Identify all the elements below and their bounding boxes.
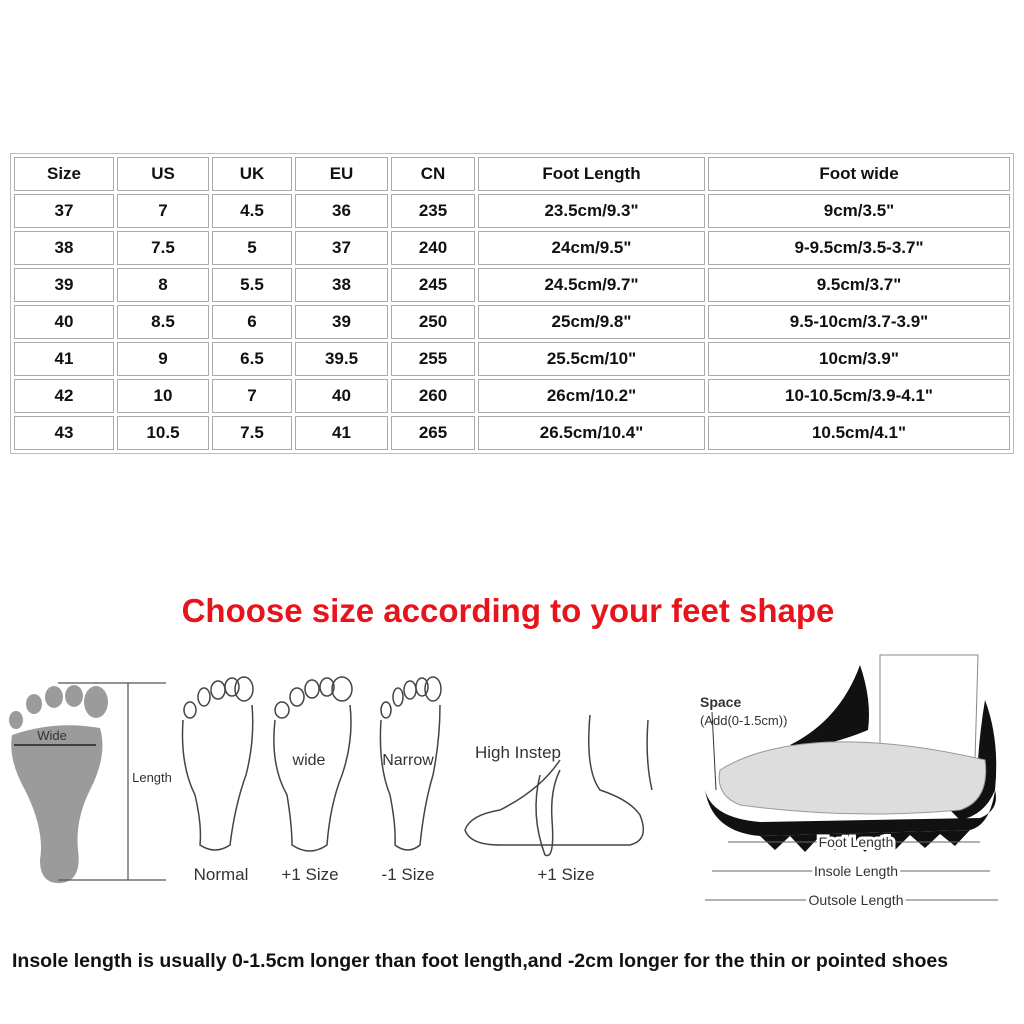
table-cell: 10-10.5cm/3.9-4.1"	[708, 379, 1010, 413]
table-cell: 6.5	[212, 342, 292, 376]
table-cell: 7	[212, 379, 292, 413]
foot-narrow	[379, 676, 442, 851]
table-cell: 10cm/3.9"	[708, 342, 1010, 376]
table-cell: 265	[391, 416, 475, 450]
table-cell: 39	[295, 305, 388, 339]
table-cell: 6	[212, 305, 292, 339]
table-row: 38 7.5 5 37 240 24cm/9.5" 9-9.5cm/3.5-3.7"	[14, 231, 1010, 265]
label: Outsole Length	[809, 892, 904, 908]
table-row: 37 7 4.5 36 235 23.5cm/9.3" 9cm/3.5"	[14, 194, 1010, 228]
table-cell: 9-9.5cm/3.5-3.7"	[708, 231, 1010, 265]
table-cell: 10.5	[117, 416, 209, 450]
label: +1 Size	[281, 865, 338, 884]
label: Normal	[194, 865, 249, 884]
table-cell: 37	[14, 194, 114, 228]
table-cell: 37	[295, 231, 388, 265]
table-cell: 41	[295, 416, 388, 450]
label: +1 Size	[537, 865, 594, 884]
table-cell: 5.5	[212, 268, 292, 302]
table-cell: US	[117, 157, 209, 191]
label: (Add(0-1.5cm))	[700, 713, 787, 728]
table-cell: 9.5-10cm/3.7-3.9"	[708, 305, 1010, 339]
table-cell: 8	[117, 268, 209, 302]
label: Insole Length	[814, 863, 898, 879]
table-cell: 25.5cm/10"	[478, 342, 705, 376]
table-cell: 39	[14, 268, 114, 302]
table-cell: 5	[212, 231, 292, 265]
table-cell: 9cm/3.5"	[708, 194, 1010, 228]
gray-foot	[9, 685, 108, 884]
table-cell: Foot wide	[708, 157, 1010, 191]
label: Space	[700, 694, 741, 710]
table-cell: CN	[391, 157, 475, 191]
table-cell: 10.5cm/4.1"	[708, 416, 1010, 450]
size-table: Size US UK EU CN Foot Length Foot wide 37 7 4.5 36…	[10, 153, 1014, 454]
table-row: Size US UK EU CN Foot Length Foot wide	[14, 157, 1010, 191]
heading: Choose size according to your feet shape	[182, 592, 835, 629]
table-cell: 245	[391, 268, 475, 302]
table-cell: Foot Length	[478, 157, 705, 191]
table-cell: 42	[14, 379, 114, 413]
table-cell: 7	[117, 194, 209, 228]
table-cell: EU	[295, 157, 388, 191]
table-cell: 40	[14, 305, 114, 339]
table-cell: 38	[295, 268, 388, 302]
table-cell: Size	[14, 157, 114, 191]
label: Length	[132, 770, 172, 785]
table-row: 42 10 7 40 260 26cm/10.2" 10-10.5cm/3.9-4.1"	[14, 379, 1010, 413]
table-cell: 36	[295, 194, 388, 228]
table-cell: 26cm/10.2"	[478, 379, 705, 413]
table-cell: 240	[391, 231, 475, 265]
table-cell: 25cm/9.8"	[478, 305, 705, 339]
table-cell: 39.5	[295, 342, 388, 376]
table-cell: 23.5cm/9.3"	[478, 194, 705, 228]
table-row: 39 8 5.5 38 245 24.5cm/9.7" 9.5cm/3.7"	[14, 268, 1010, 302]
table-cell: 255	[391, 342, 475, 376]
note: Insole length is usually 0-1.5cm longer …	[12, 950, 948, 972]
table-cell: 7.5	[117, 231, 209, 265]
table-cell: 26.5cm/10.4"	[478, 416, 705, 450]
table-row: 43 10.5 7.5 41 265 26.5cm/10.4" 10.5cm/4.1"	[14, 416, 1010, 450]
table-cell: 43	[14, 416, 114, 450]
label: Narrow	[382, 752, 434, 769]
label: Wide	[37, 728, 67, 743]
table-cell: 24cm/9.5"	[478, 231, 705, 265]
table-cell: UK	[212, 157, 292, 191]
table-cell: 7.5	[212, 416, 292, 450]
table-cell: 260	[391, 379, 475, 413]
shoe	[705, 654, 997, 852]
label: Foot Length	[819, 834, 894, 850]
table-cell: 40	[295, 379, 388, 413]
table-cell: 10	[117, 379, 209, 413]
table-cell: 38	[14, 231, 114, 265]
label: High Instep	[475, 743, 561, 762]
table-cell: 24.5cm/9.7"	[478, 268, 705, 302]
table-cell: 8.5	[117, 305, 209, 339]
label: wide	[292, 752, 326, 769]
table-cell: 41	[14, 342, 114, 376]
table-cell: 9	[117, 342, 209, 376]
label: -1 Size	[382, 865, 435, 884]
foot-wide	[273, 676, 353, 852]
foot-normal	[181, 676, 254, 851]
table-row: 40 8.5 6 39 250 25cm/9.8" 9.5-10cm/3.7-3.9"	[14, 305, 1010, 339]
table-cell: 235	[391, 194, 475, 228]
table-row: 41 9 6.5 39.5 255 25.5cm/10" 10cm/3.9"	[14, 342, 1010, 376]
table-cell: 250	[391, 305, 475, 339]
foot-instep	[464, 714, 653, 857]
table-cell: 9.5cm/3.7"	[708, 268, 1010, 302]
table-cell: 4.5	[212, 194, 292, 228]
